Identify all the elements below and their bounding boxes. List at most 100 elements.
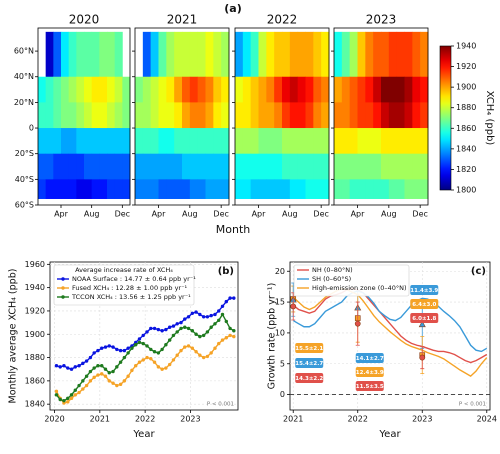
x-tick-label: 2023 [180,415,200,424]
heat-cell [341,76,351,103]
heat-cell [274,102,283,129]
series-point [126,374,130,378]
heat-cell [189,179,199,199]
heat-cell [242,31,252,78]
series-point [54,393,59,397]
heat-cell [235,153,244,180]
series-point [66,366,70,370]
heat-cell [114,128,123,155]
series-point [186,326,191,331]
heat-cell [388,153,398,180]
heat-cell [250,153,259,180]
x-tick-label: 2024 [477,415,497,424]
legend-box [293,264,410,297]
series-point [107,379,111,383]
series-point [171,324,176,328]
series-point [134,364,138,368]
heat-cell [122,128,131,155]
panel-frame [134,27,230,206]
heat-cell [235,102,244,129]
heat-cell [99,31,108,78]
y-tick-label: 5 [280,359,285,368]
series-point [232,334,236,339]
heat-cell [242,179,252,199]
series-point [201,333,206,338]
x-tick-label: Apr [351,210,366,219]
series-point [84,374,89,378]
heat-cell [45,31,54,78]
heat-cell [150,31,159,78]
heat-cell [289,128,299,155]
heat-cell [242,76,252,103]
heat-cell [166,153,175,180]
series-point [179,326,183,331]
x-tick-label: Dec [115,210,130,219]
heat-cell [412,153,421,180]
heat-cell [420,76,429,103]
heat-cell [221,128,230,155]
heat-cell [289,31,299,78]
series-point [201,355,206,360]
series-point [100,364,104,368]
heat-cell [53,76,62,103]
heat-cell [84,153,93,180]
series-point [122,348,127,353]
panel-title: 2021 [167,13,198,27]
series-point [145,330,149,334]
series-point [81,361,85,366]
series-point [118,348,123,353]
heat-cell [282,179,291,199]
series-point [224,319,229,324]
heat-cell [258,31,267,78]
point-marker [354,320,361,327]
heat-cell [289,179,299,199]
series-point [115,347,119,352]
heat-cell [412,179,421,199]
heat-cell [91,153,100,180]
series-point [69,367,74,371]
heat-cell [158,153,167,180]
series-point [198,334,202,339]
heat-cell [122,102,131,129]
heat-cell [297,76,306,103]
series-point [179,320,183,325]
y-tick-label: 1860 [25,376,45,385]
heat-cell [114,76,123,103]
heat-cell [266,31,275,78]
heat-cell [205,76,214,103]
series-line [292,287,488,377]
y-tick-label: 1960 [25,260,45,269]
heat-cell [420,31,429,78]
legend-label: NH (0–80°N) [312,266,353,274]
heat-cell [349,31,358,78]
heat-cell [221,179,230,199]
heat-cell [158,179,167,199]
heat-cell [297,128,306,155]
heat-cell [297,31,306,78]
heat-cell [357,179,366,199]
heat-cell [305,76,314,103]
heat-cell [274,153,283,180]
heat-cell [404,153,413,180]
series-point [190,329,195,333]
heat-cell [266,128,275,155]
heat-cell [107,153,116,180]
series-point [149,326,153,331]
series-point [77,390,81,395]
series-point [126,346,130,350]
heat-cell [321,179,330,199]
y-tick-label: 1880 [25,353,45,362]
series-point [194,310,198,314]
value-label: 6.4±3.0 [412,302,436,308]
heat-cell [282,31,291,78]
heat-cell [373,102,382,129]
series-point [54,389,59,394]
series-point [81,387,85,391]
series-line [292,290,488,353]
series-point [134,340,138,345]
heat-cell [349,102,358,129]
heat-cell [122,153,131,180]
heat-cell [404,31,413,78]
series-point [73,365,77,369]
value-label-box [410,285,439,295]
